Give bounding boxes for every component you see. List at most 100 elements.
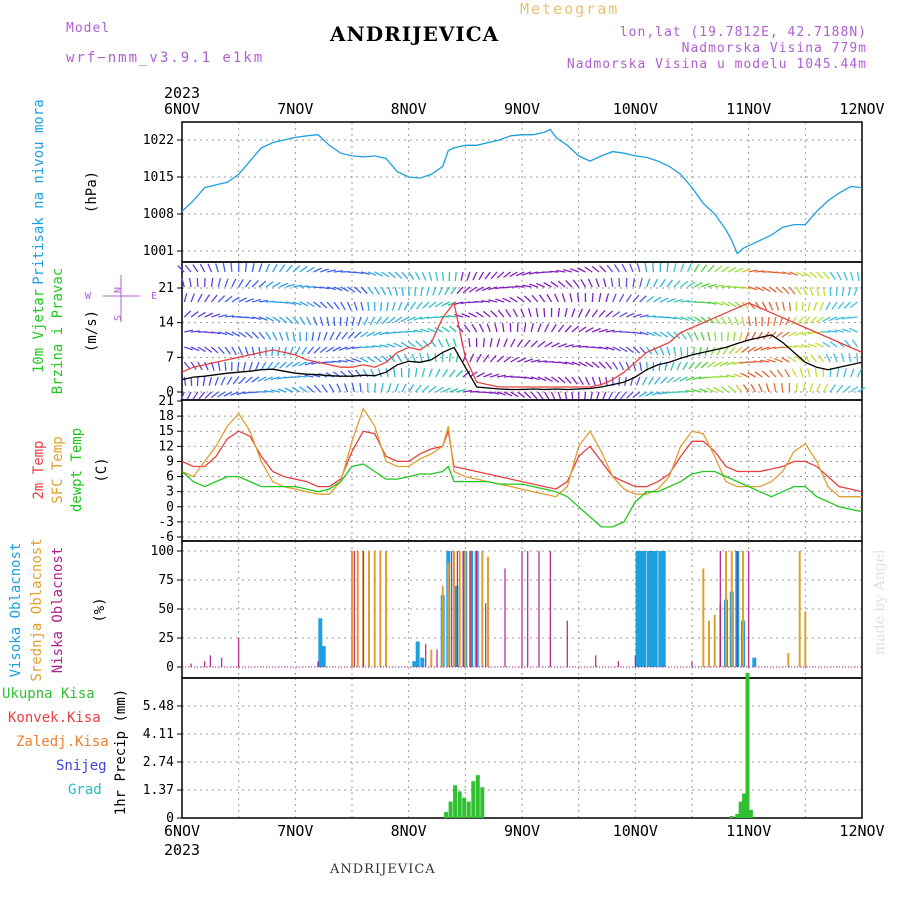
mid_cloud-bar [742, 551, 744, 667]
wind-arrow [411, 353, 417, 363]
wind-arrow [428, 271, 433, 281]
wind-arrow [551, 376, 560, 383]
wind-arrow [659, 279, 666, 288]
wind-arrow [299, 386, 308, 393]
wind-arrow [776, 369, 784, 378]
wind-arrow [713, 386, 722, 393]
footer-station: ANDRIJEVICA [330, 862, 436, 877]
mid_cloud-bar [441, 585, 444, 667]
wind-arrow [584, 308, 591, 318]
wind-arrow [503, 391, 513, 397]
wind-arrow [598, 346, 608, 350]
wind-arrow [626, 331, 636, 334]
wind-frame [181, 261, 863, 401]
x-tick-label-bottom: 9NOV [504, 822, 540, 840]
low_cloud-bar [451, 551, 453, 667]
y-tick-label: 3 [166, 485, 174, 500]
wind-arrow [419, 353, 423, 363]
wind-arrow [445, 338, 451, 348]
wind-arrow [204, 346, 213, 353]
wind-arrow [295, 346, 301, 356]
wind-arrow [497, 309, 505, 318]
model-label: Model [66, 21, 111, 36]
wind-arrow [825, 353, 831, 363]
wind-arrow [557, 307, 561, 318]
wind-arrow [558, 361, 568, 365]
wind-arrow [626, 391, 634, 399]
wind-arrow [461, 313, 471, 318]
wind-arrow [360, 286, 368, 294]
wind-arrow [625, 346, 634, 353]
wind-arrow [379, 344, 389, 348]
high_cloud-bar [415, 641, 420, 667]
wind-arrow [659, 346, 665, 356]
wind-arrow [204, 294, 211, 303]
wind-arrow [482, 310, 491, 318]
wind-arrow [750, 383, 757, 393]
mid_cloud-bar [356, 551, 359, 667]
y-tick-label: 2.74 [143, 755, 174, 770]
wind-arrow [537, 360, 547, 363]
wind-arrow [278, 331, 284, 341]
wind-arrow [326, 286, 336, 291]
wind-arrow [700, 301, 711, 304]
wind-arrow [748, 286, 758, 291]
wind-arrow [720, 316, 727, 325]
wind-arrow [530, 391, 538, 400]
wind-arrow [523, 339, 531, 348]
wind-arrow [299, 266, 308, 273]
wind-arrow [535, 308, 539, 318]
wind-arrow [686, 263, 692, 273]
wind-arrow [788, 331, 797, 337]
wind-arrow [646, 331, 656, 337]
wind-arrow [550, 324, 557, 333]
pressure-line [181, 128, 863, 255]
wind-arrow [797, 316, 804, 325]
wind-arrow [781, 382, 784, 393]
wind-arrow [258, 299, 269, 303]
year-label-top: 2023 [164, 84, 200, 102]
wind-arrow [612, 293, 617, 303]
wind-arrow [557, 280, 566, 288]
wind-arrow [815, 316, 824, 323]
wind-arrow [270, 376, 280, 381]
wind-arrow [687, 281, 696, 288]
wind-arrow [782, 301, 786, 311]
wind-arrow [217, 361, 221, 371]
wind-arrow [707, 264, 715, 273]
wind-arrow [338, 346, 348, 351]
wind-arrow [490, 391, 500, 395]
wind-arrow [800, 344, 811, 348]
wind-arrow [713, 361, 722, 368]
wind-arrow [486, 323, 491, 333]
wind-arrow [363, 316, 369, 326]
wind-arrow [747, 346, 756, 353]
wind-arrow [468, 312, 477, 318]
wind-arrow [496, 355, 505, 363]
wind-arrow [496, 338, 501, 348]
wind-arrow [625, 361, 631, 371]
wind-arrow [666, 262, 669, 273]
wind-arrow [625, 294, 632, 303]
wind-arrow [190, 376, 193, 387]
wind-arrow [726, 361, 736, 366]
wind-arrow [257, 376, 267, 382]
wind-arrow [440, 315, 450, 318]
wind-arrow [360, 331, 369, 338]
wind-arrow [605, 346, 615, 351]
wind-arrow [196, 277, 199, 288]
wind-arrow [190, 346, 200, 352]
wind-arrow [577, 292, 580, 303]
wind-arrow [549, 270, 559, 273]
wind-arrow [742, 384, 750, 393]
precip-unit-label: 1hr Precip (mm) [113, 689, 129, 815]
wind-arrow [475, 286, 484, 292]
wind-arrow [853, 286, 859, 296]
wind-arrow [354, 271, 364, 275]
wind-arrow [353, 301, 358, 311]
wind-arrow [564, 308, 568, 318]
wind-arrow [265, 316, 275, 322]
wind-arrow [312, 316, 318, 326]
y-tick-label: 6 [166, 470, 174, 485]
